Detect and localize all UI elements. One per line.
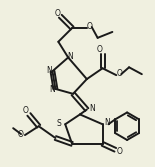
Text: O: O	[116, 147, 122, 156]
Text: O: O	[97, 45, 103, 54]
Text: O: O	[18, 130, 24, 139]
Text: S: S	[57, 119, 62, 128]
Text: N: N	[67, 52, 73, 61]
Text: O: O	[87, 22, 93, 31]
Text: N: N	[50, 85, 55, 94]
Text: O: O	[116, 69, 122, 78]
Text: N: N	[47, 66, 52, 75]
Text: N: N	[105, 118, 110, 127]
Text: O: O	[54, 9, 60, 18]
Text: N: N	[89, 104, 95, 113]
Text: O: O	[23, 106, 29, 115]
